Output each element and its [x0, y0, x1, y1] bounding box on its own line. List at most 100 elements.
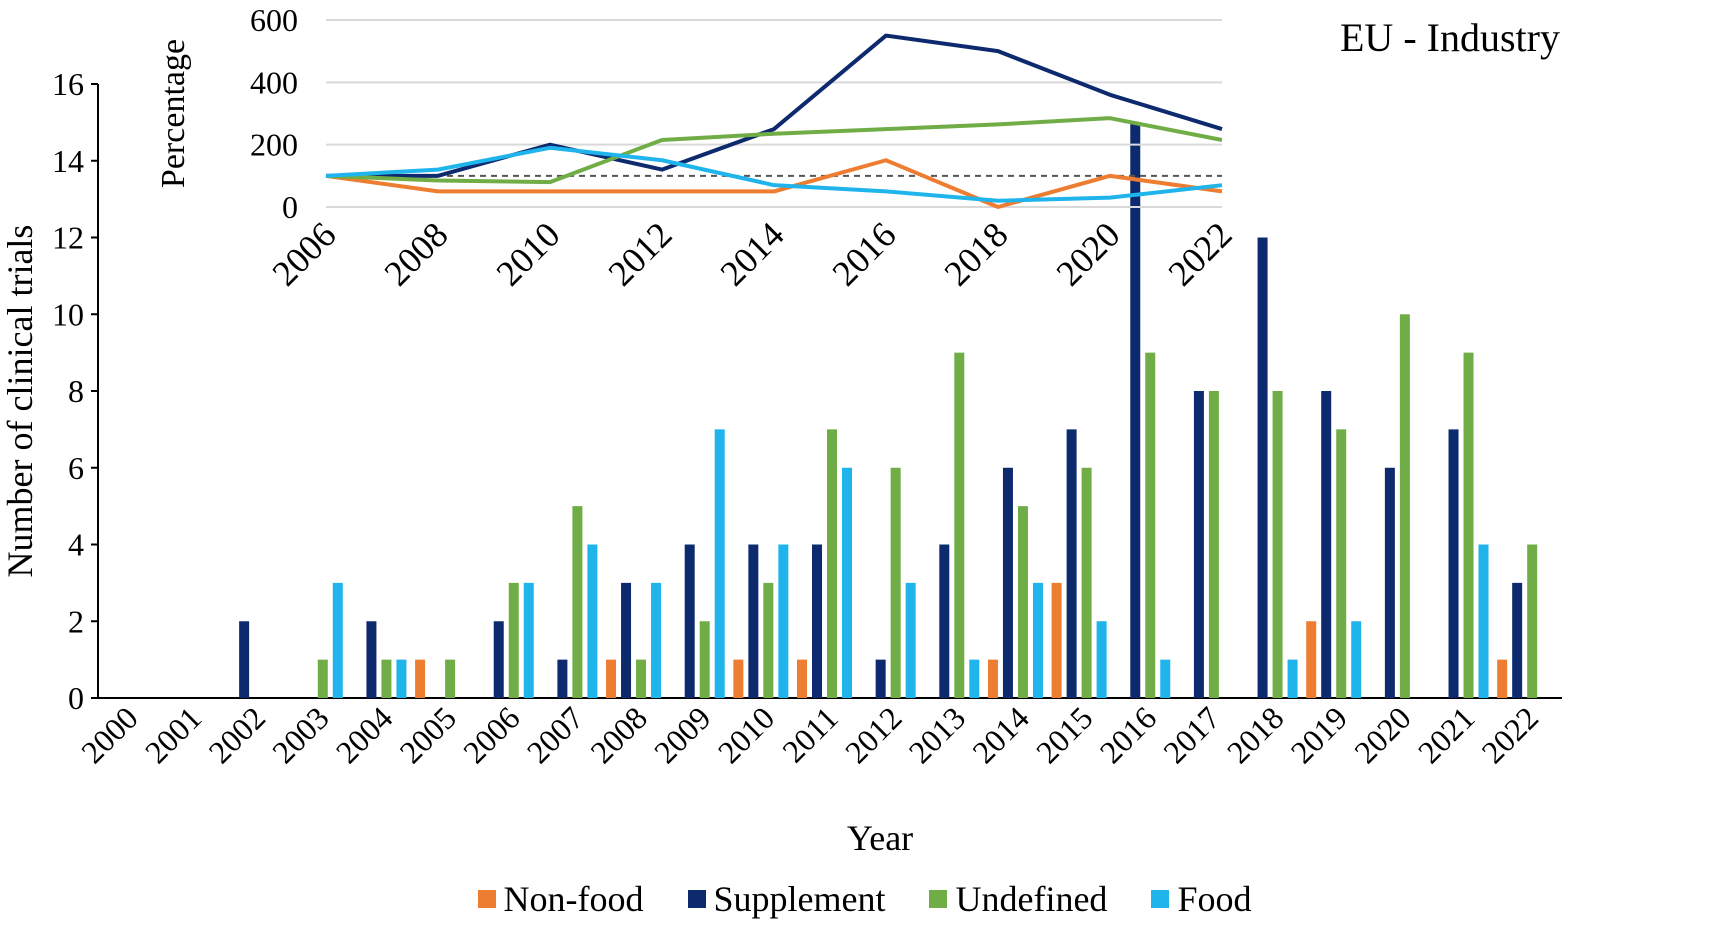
- y-tick-label: 2: [68, 603, 84, 639]
- bar-undefined-2017: [1208, 391, 1219, 698]
- y-tick-label: 0: [68, 680, 84, 716]
- legend-item-non-food: Non-food: [477, 878, 644, 920]
- y-tick-label: 10: [52, 296, 84, 332]
- bar-non-food-2008: [606, 659, 617, 698]
- x-tick-label: 2010: [711, 699, 782, 770]
- bar-undefined-2018: [1272, 391, 1283, 698]
- bar-food-2009: [714, 429, 725, 698]
- bar-food-2011: [842, 467, 852, 698]
- inset-x-tick-label: 2016: [824, 214, 903, 293]
- legend-item-food: Food: [1151, 878, 1251, 920]
- inset-x-tick-label: 2022: [1160, 214, 1239, 293]
- legend-label: Non-food: [503, 879, 644, 919]
- legend-label: Undefined: [955, 879, 1108, 919]
- x-axis-title: Year: [847, 818, 913, 858]
- legend-item-supplement: Supplement: [687, 878, 885, 920]
- bar-undefined-2006: [508, 582, 519, 698]
- bar-food-2007: [587, 544, 598, 698]
- x-tick-label: 2015: [1029, 699, 1100, 770]
- bar-supplement-2013: [939, 544, 950, 698]
- x-tick-label: 2017: [1156, 699, 1227, 770]
- bar-food-2014: [1032, 582, 1043, 698]
- bar-supplement-2010: [748, 544, 759, 698]
- x-tick-label: 2022: [1474, 699, 1545, 770]
- inset-y-tick-label: 400: [250, 64, 298, 100]
- inset-y-tick-label: 0: [282, 189, 298, 225]
- inset-line-supplement: [326, 33, 1223, 178]
- bar-food-2013: [969, 659, 980, 698]
- y-axis-title: Number of clinical trials: [0, 225, 40, 578]
- bar-food-2006: [523, 582, 534, 698]
- inset-x-tick-label: 2020: [1048, 214, 1127, 293]
- inset-y-tick-label: 600: [250, 2, 298, 38]
- bar-undefined-2008: [636, 659, 647, 698]
- bar-supplement-2006: [493, 621, 504, 698]
- bar-undefined-2010: [763, 582, 774, 698]
- y-tick-label: 6: [68, 450, 84, 486]
- y-tick-label: 8: [68, 373, 84, 409]
- x-tick-label: 2000: [74, 699, 145, 770]
- bar-supplement-2019: [1321, 391, 1332, 698]
- bar-food-2019: [1351, 621, 1362, 698]
- x-tick-label: 2006: [456, 699, 527, 770]
- bar-non-food-2022: [1497, 659, 1508, 698]
- inset-line-undefined: [325, 116, 1223, 185]
- bar-undefined-2011: [827, 429, 837, 698]
- bar-undefined-2019: [1336, 429, 1347, 698]
- bar-food-2015: [1096, 621, 1107, 698]
- legend-swatch: [477, 890, 496, 908]
- bar-supplement-2015: [1066, 429, 1077, 698]
- y-tick-label: 16: [52, 66, 84, 102]
- inset-x-tick-label: 2014: [712, 214, 791, 293]
- x-tick-label: 2016: [1092, 699, 1163, 770]
- bar-food-2003: [332, 582, 343, 698]
- x-tick-label: 2020: [1347, 699, 1418, 770]
- bar-food-2012: [905, 582, 916, 698]
- inset-y-axis-title: Percentage: [155, 39, 192, 188]
- bar-supplement-2014: [1002, 467, 1013, 698]
- bar-undefined-2014: [1017, 506, 1028, 698]
- inset-y-tick-label: 200: [250, 127, 298, 163]
- inset-x-tick-label: 2008: [376, 214, 455, 293]
- legend-swatch: [687, 890, 706, 908]
- inset-x-tick-label: 2006: [264, 214, 343, 293]
- x-tick-label: 2014: [965, 699, 1036, 770]
- x-tick-label: 2018: [1220, 699, 1291, 770]
- bar-non-food-2014: [987, 659, 998, 698]
- bar-undefined-2007: [572, 506, 583, 698]
- bar-undefined-2003: [317, 659, 328, 698]
- bar-undefined-2012: [890, 467, 901, 698]
- bar-supplement-2011: [812, 544, 822, 698]
- bar-food-2004: [396, 659, 407, 698]
- x-tick-label: 2013: [902, 699, 973, 770]
- x-tick-label: 2011: [775, 699, 845, 769]
- bar-non-food-2005: [415, 659, 426, 698]
- bar-supplement-2018: [1257, 237, 1268, 698]
- legend-swatch: [1151, 890, 1170, 908]
- x-tick-label: 2012: [838, 699, 909, 770]
- x-tick-label: 2004: [329, 699, 400, 770]
- bar-non-food-2015: [1051, 582, 1062, 698]
- bar-supplement-2009: [684, 544, 695, 698]
- x-tick-label: 2005: [392, 699, 463, 770]
- bar-supplement-2017: [1193, 391, 1204, 698]
- x-tick-label: 2007: [520, 699, 591, 770]
- x-tick-label: 2009: [647, 699, 718, 770]
- bar-undefined-2005: [445, 659, 456, 698]
- inset-line-food: [325, 145, 1223, 203]
- legend-label: Food: [1177, 879, 1252, 919]
- bar-undefined-2021: [1463, 352, 1474, 698]
- chart-legend: Non-food Supplement Undefined Food: [0, 878, 1729, 920]
- bar-undefined-2020: [1399, 314, 1410, 698]
- bar-undefined-2013: [954, 352, 965, 698]
- bar-supplement-2021: [1448, 429, 1459, 698]
- x-tick-label: 2002: [201, 699, 272, 770]
- inset-line-non-food: [325, 158, 1223, 209]
- y-tick-label: 12: [52, 220, 84, 256]
- bar-food-2021: [1478, 544, 1489, 698]
- bar-supplement-2020: [1384, 467, 1395, 698]
- bar-supplement-2008: [621, 582, 632, 698]
- y-tick-label: 14: [52, 143, 84, 179]
- bar-non-food-2019: [1306, 621, 1317, 698]
